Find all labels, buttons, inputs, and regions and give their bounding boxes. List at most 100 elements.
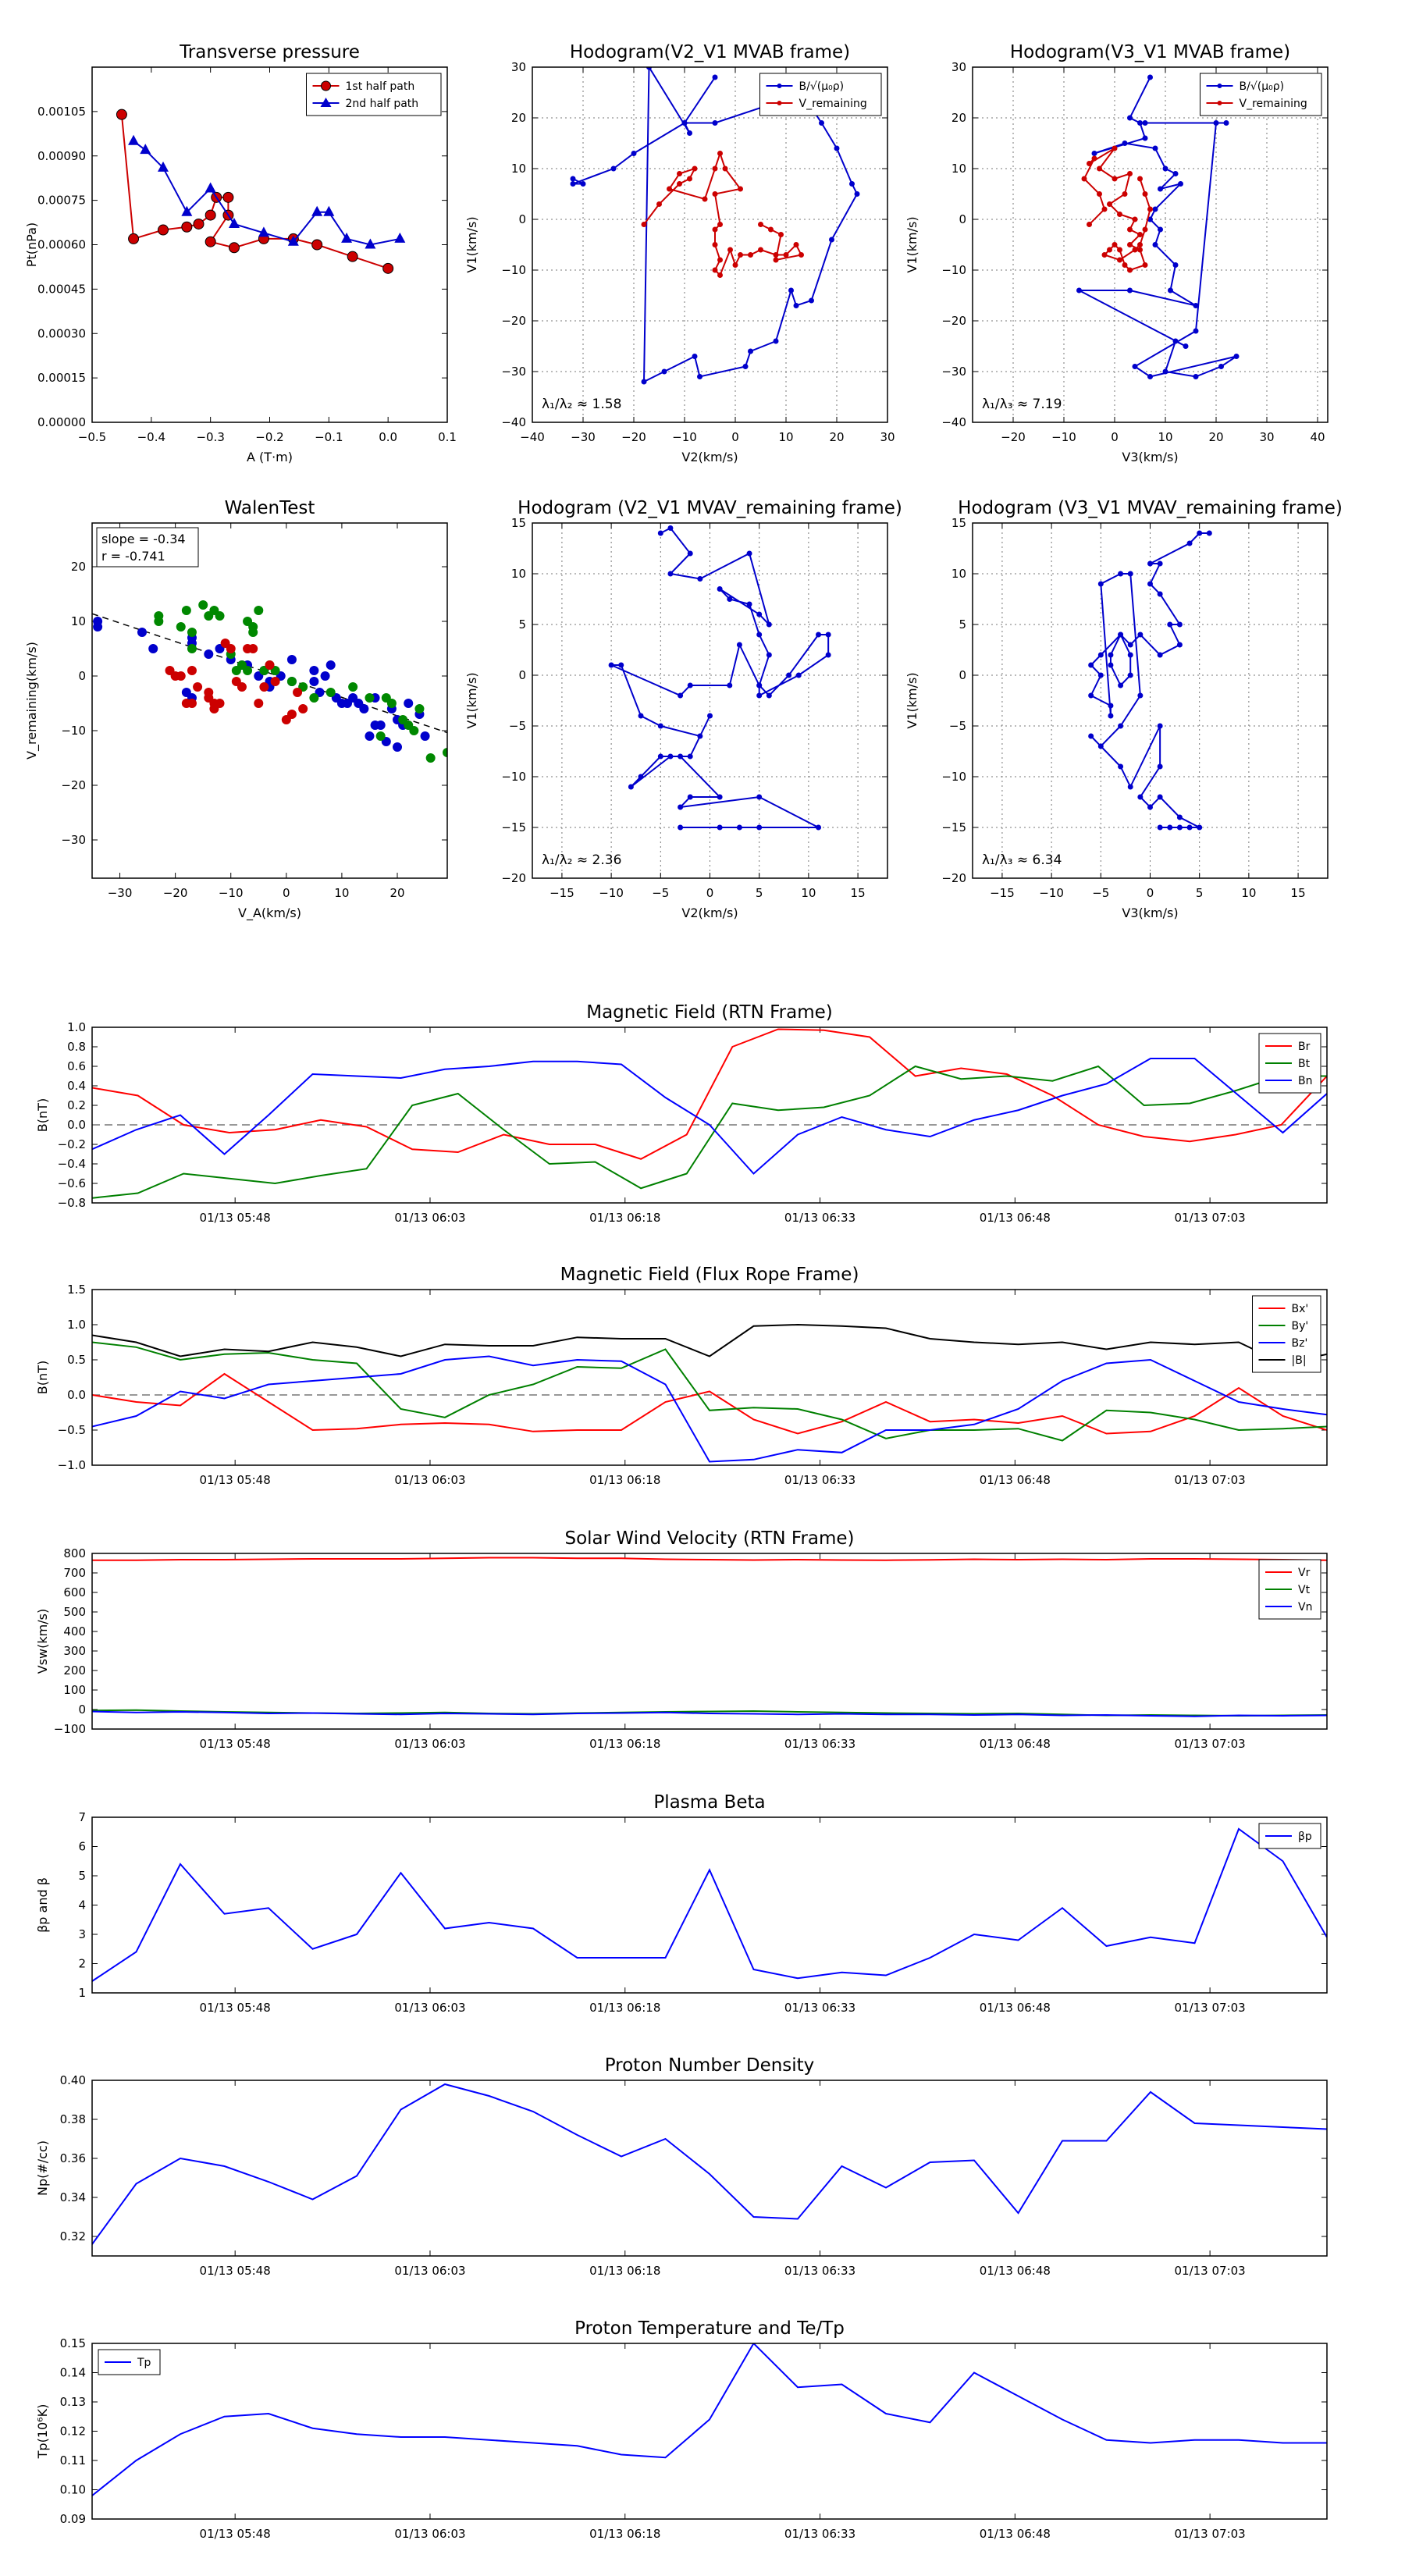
- y-tick-label: 30: [951, 60, 966, 74]
- data-point: [365, 238, 376, 249]
- data-point: [1152, 206, 1158, 212]
- scatter-point: [209, 704, 219, 713]
- chart-title: Plasma Beta: [653, 1792, 765, 1813]
- data-point: [1142, 262, 1148, 268]
- scatter-point: [243, 617, 253, 626]
- y-tick-label: 0: [518, 212, 526, 226]
- data-point: [641, 379, 647, 385]
- data-point: [786, 672, 792, 678]
- y-tick-label: −10: [941, 263, 966, 277]
- data-point: [687, 130, 692, 136]
- x-tick-label: 01/13 06:18: [589, 2001, 660, 2015]
- axes-frame: [532, 66, 888, 423]
- y-axis-label: Np(#/cc): [35, 2140, 50, 2196]
- scatter-point: [215, 699, 225, 708]
- scatter-point: [298, 704, 308, 713]
- data-point: [816, 632, 822, 638]
- legend-label: Bx': [1292, 1303, 1309, 1315]
- scatter-point: [93, 622, 103, 632]
- data-point: [1118, 571, 1124, 577]
- data-point: [1172, 262, 1179, 268]
- data-point: [646, 67, 652, 70]
- axes-frame: [91, 2080, 1328, 2257]
- series-line: [92, 1065, 1327, 1199]
- y-tick-label: 4: [78, 1898, 86, 1912]
- axes-frame: [91, 1816, 1328, 1994]
- y-tick-label: 0: [78, 1703, 86, 1717]
- x-tick-label: 01/13 06:03: [394, 1211, 465, 1225]
- chart-title: Magnetic Field (RTN Frame): [586, 1002, 833, 1023]
- plot-area: [92, 1323, 1327, 1463]
- x-tick-label: 01/13 05:48: [200, 1737, 271, 1751]
- data-point: [657, 530, 663, 536]
- scatter-point: [187, 666, 197, 675]
- data-point: [1091, 151, 1097, 156]
- series-line: [92, 1827, 1327, 1982]
- data-point: [1097, 165, 1102, 172]
- y-tick-label: 0: [959, 668, 966, 682]
- data-point: [1183, 343, 1189, 349]
- x-axis-label: V3(km/s): [1122, 906, 1178, 920]
- data-point: [1088, 733, 1094, 739]
- legend-label: V_remaining: [1240, 98, 1307, 110]
- y-tick-label: −20: [941, 871, 966, 885]
- data-point: [1097, 672, 1104, 678]
- chart-title: Magnetic Field (Flux Rope Frame): [560, 1265, 859, 1285]
- series-line: [120, 114, 389, 269]
- data-point: [656, 201, 662, 207]
- y-tick-label: 1.0: [67, 1318, 86, 1332]
- scatter-point: [181, 688, 191, 697]
- y-tick-label: −5: [949, 719, 966, 733]
- data-point: [570, 176, 576, 182]
- x-tick-label: 0: [1111, 430, 1119, 444]
- chart-tp: 01/13 05:48 01/13 06:03 01/13 06:18 01/13 0…: [35, 2318, 1328, 2541]
- data-point: [1142, 191, 1148, 197]
- chart-title: Proton Number Density: [605, 2055, 815, 2076]
- y-axis-label: Tp(10⁶K): [35, 2404, 50, 2460]
- legend-label: Bt: [1298, 1058, 1311, 1070]
- data-point: [1147, 581, 1153, 587]
- scatter-point: [237, 660, 247, 670]
- x-tick-label: 01/13 05:48: [200, 1473, 271, 1487]
- scatter-point: [226, 644, 236, 653]
- x-tick-label: 01/13 05:48: [200, 2264, 271, 2278]
- data-point: [692, 354, 698, 359]
- data-point: [756, 794, 763, 800]
- data-point: [1118, 632, 1124, 638]
- data-point: [722, 165, 728, 172]
- data-point: [1127, 267, 1133, 273]
- annotation-box: [96, 527, 199, 568]
- y-tick-label: 0.00060: [37, 238, 86, 252]
- x-tick-label: 01/13 06:03: [394, 1737, 465, 1751]
- x-axis-label: V3(km/s): [1122, 450, 1178, 464]
- x-tick-label: −20: [1001, 430, 1026, 444]
- data-point: [1167, 824, 1173, 831]
- y-tick-label: −40: [501, 415, 526, 429]
- y-axis-label: V1(km/s): [905, 672, 919, 728]
- scatter-point: [137, 628, 147, 637]
- scatter-point: [204, 611, 214, 621]
- data-point: [1142, 135, 1148, 141]
- annotation-text: λ₁/λ₃ ≈ 7.19: [982, 397, 1062, 412]
- scatter-point: [193, 682, 203, 692]
- data-point: [1147, 374, 1153, 379]
- legend-label: Vn: [1298, 1601, 1312, 1614]
- legend-label: Tp: [137, 2357, 151, 2369]
- y-tick-label: 3: [78, 1927, 86, 1941]
- chart-h1: −40 −30 −20 −10 0 10 20 30 −40 −30 −20 −10 0 10 20 30 Ho…: [464, 42, 895, 464]
- x-tick-label: 01/13 06:48: [980, 2527, 1051, 2541]
- y-tick-label: 600: [63, 1585, 86, 1599]
- data-point: [1127, 287, 1133, 294]
- scatter-point: [286, 655, 297, 664]
- scatter-point: [325, 688, 336, 697]
- chart-walen: −30 −20 −10 0 10 20 −30 −20 −10 0 10 20 WalenTest V_A…: [24, 498, 448, 921]
- data-point: [1157, 652, 1163, 658]
- data-point: [1176, 621, 1183, 628]
- legend-label: By': [1292, 1320, 1309, 1332]
- chart-title: Hodogram (V2_V1 MVAV_remaining frame): [518, 498, 902, 518]
- data-point: [746, 601, 752, 607]
- data-point: [712, 120, 718, 126]
- scatter-point: [420, 731, 430, 741]
- data-point: [778, 232, 784, 237]
- x-tick-label: 01/13 06:03: [394, 2264, 465, 2278]
